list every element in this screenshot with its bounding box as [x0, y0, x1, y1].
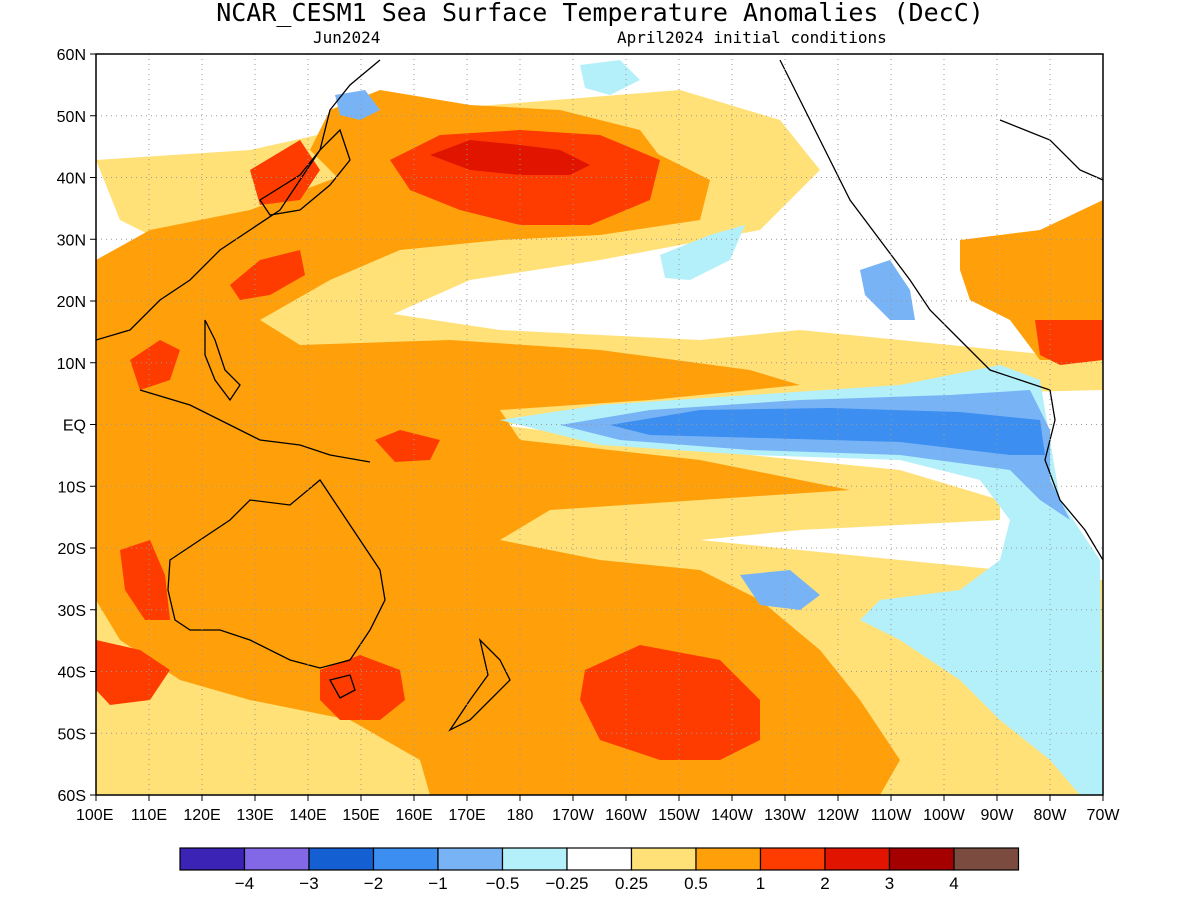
lon-label: 100W: [923, 807, 966, 824]
anomaly-region: [740, 570, 820, 610]
americas-coast: [779, 59, 1103, 561]
lat-label: 40N: [57, 171, 86, 188]
map-title: NCAR_CESM1 Sea Surface Temperature Anoma…: [216, 0, 984, 27]
lat-label: 30N: [57, 232, 86, 249]
lon-label: 150E: [342, 807, 379, 824]
latitude-labels: 60N 50N 40N 30N 20N 10N EQ 10S 20S 30S 40S 50S 60S: [57, 47, 86, 805]
longitude-labels: 100E 110E 120E 130E 140E 150E 160E 170E 180 170W 1…: [76, 807, 1120, 824]
colorbar-label: −0.25: [545, 874, 588, 893]
initial-conditions: April2024 initial conditions: [617, 28, 887, 47]
lon-label: 180: [507, 807, 534, 824]
colorbar: [179, 847, 1020, 871]
lat-label: 60S: [58, 788, 86, 805]
lon-label: 110E: [131, 807, 167, 824]
colorbar-label: −1: [428, 874, 447, 893]
anomaly-region: [610, 408, 1045, 455]
anomaly-region: [375, 430, 440, 462]
lon-label: 130W: [764, 807, 807, 824]
indonesia-coast: [139, 389, 371, 463]
colorbar-swatch: [888, 847, 955, 871]
colorbar-label: 1: [756, 874, 765, 893]
axis-ticks: [90, 53, 1104, 801]
colorbar-label: −0.5: [486, 874, 520, 893]
anomaly-region: [500, 365, 1103, 795]
colorbar-label: 2: [820, 874, 829, 893]
japan-coast: [259, 128, 351, 216]
philippines-coast: [204, 319, 241, 402]
anomaly-region: [96, 140, 900, 795]
anomaly-region: [96, 640, 170, 705]
lon-label: 120E: [183, 807, 220, 824]
lat-label: 60N: [57, 47, 86, 64]
colorbar-label: 3: [885, 874, 894, 893]
lon-label: 160W: [605, 807, 648, 824]
colorbar-labels: −4 −3 −2 −1 −0.5 −0.25 0.25 0.5 1 2 3 4: [235, 874, 959, 893]
colorbar-swatch: [759, 847, 826, 871]
colorbar-swatch: [308, 847, 375, 871]
colorbar-swatch: [243, 847, 310, 871]
grid: [96, 54, 1103, 795]
anomaly-region: [580, 60, 640, 95]
colorbar-label: −2: [364, 874, 383, 893]
australia-coast: [167, 479, 386, 669]
lon-label: 90W: [981, 807, 1015, 824]
colorbar-label: 4: [949, 874, 958, 893]
anomaly-region: [430, 140, 590, 175]
lat-label: 40S: [58, 665, 86, 682]
colorbar-label: 0.5: [684, 874, 708, 893]
lon-label: 100E: [76, 807, 113, 824]
lat-label: 10S: [58, 479, 86, 496]
lat-label: 50N: [57, 109, 86, 126]
anomaly-region: [130, 340, 180, 390]
anomaly-region: [1035, 320, 1103, 365]
lat-label: 30S: [58, 603, 86, 620]
colorbar-label: −4: [235, 874, 254, 893]
colorbar-swatch: [501, 847, 568, 871]
colorbar-swatch: [695, 847, 762, 871]
lon-label: 170E: [448, 807, 485, 824]
colorbar-swatch: [179, 847, 246, 871]
anomaly-region: [120, 540, 170, 620]
lon-label: 140E: [289, 807, 326, 824]
colorbar-swatch: [630, 847, 697, 871]
asia-coast: [96, 59, 381, 341]
lon-label: 140W: [711, 807, 754, 824]
colorbar-swatch: [372, 847, 439, 871]
forecast-month: Jun2024: [313, 28, 381, 47]
tasmania-coast: [329, 674, 356, 699]
lat-label: 20S: [58, 541, 86, 558]
colorbar-label: −3: [299, 874, 318, 893]
lon-label: 70W: [1087, 807, 1121, 824]
lat-label: 20N: [57, 294, 86, 311]
anomaly-region: [860, 260, 915, 320]
colorbar-swatch: [953, 847, 1020, 871]
colorbar-swatch: [824, 847, 891, 871]
lon-label: 80W: [1034, 807, 1068, 824]
new-zealand-coast: [448, 637, 511, 732]
colorbar-label: 0.25: [615, 874, 648, 893]
lat-label: EQ: [63, 418, 86, 435]
lat-label: 50S: [58, 726, 86, 743]
lon-label: 170W: [552, 807, 595, 824]
anomaly-region: [580, 645, 760, 760]
lon-label: 130E: [236, 807, 273, 824]
anomaly-region: [250, 140, 320, 205]
anomaly-region: [335, 90, 380, 120]
lat-label: 10N: [57, 356, 86, 373]
lon-label: 120W: [817, 807, 860, 824]
colorbar-swatch: [437, 847, 504, 871]
colorbar-swatch: [566, 847, 633, 871]
coastlines: [96, 59, 1103, 732]
anomaly-region: [230, 250, 305, 300]
lon-label: 160E: [395, 807, 432, 824]
lon-label: 150W: [658, 807, 701, 824]
lon-label: 110W: [871, 807, 913, 824]
anomaly-region: [660, 225, 745, 280]
north-america-east-coast: [999, 119, 1103, 181]
